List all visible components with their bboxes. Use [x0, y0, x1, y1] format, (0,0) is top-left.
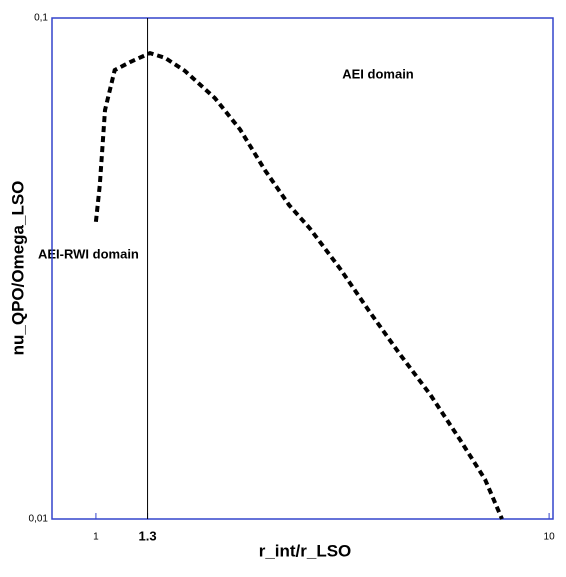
- x-axis-label: r_int/r_LSO: [259, 541, 352, 560]
- data-line: [93, 50, 504, 520]
- y-axis-label: nu_QPO/Omega_LSO: [8, 181, 27, 356]
- x-tick-label: 10: [544, 532, 556, 543]
- x-tick-label: 1.3: [139, 528, 157, 543]
- annotation: AEI-RWI domain: [38, 246, 139, 261]
- plot-frame: [51, 17, 554, 520]
- y-tick-label: 0,01: [29, 514, 49, 525]
- annotation: AEI domain: [342, 66, 414, 81]
- x-tick-label: 1: [93, 532, 99, 543]
- y-tick-label: 0,1: [34, 13, 48, 24]
